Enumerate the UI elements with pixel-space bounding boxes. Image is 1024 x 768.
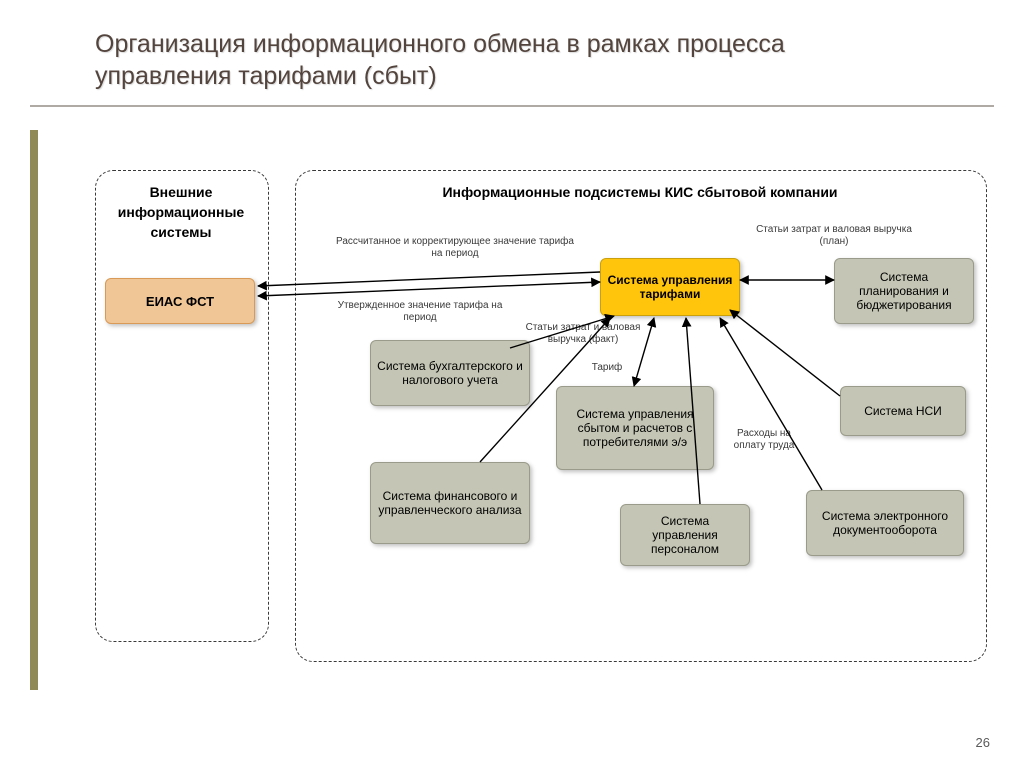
- node-tariff-management: Система управления тарифами: [600, 258, 740, 316]
- node-label: Система планирования и бюджетирования: [841, 270, 967, 312]
- node-financial-analysis: Система финансового и управленческого ан…: [370, 462, 530, 544]
- title-divider: [30, 105, 994, 107]
- node-label: ЕИАС ФСТ: [146, 294, 214, 309]
- edge-label-fact-costs: Статьи затрат и валовая выручка (факт): [508, 322, 658, 346]
- edge-label-tariff: Тариф: [582, 362, 632, 374]
- edge-label-plan-costs: Статьи затрат и валовая выручка (план): [754, 224, 914, 248]
- node-personnel: Система управления персоналом: [620, 504, 750, 566]
- node-sales-management: Система управления сбытом и расчетов с п…: [556, 386, 714, 470]
- node-eias-fst: ЕИАС ФСТ: [105, 278, 255, 324]
- node-accounting: Система бухгалтерского и налогового учет…: [370, 340, 530, 406]
- edge-label-labor-costs: Расходы на оплату труда: [724, 428, 804, 452]
- node-nsi: Система НСИ: [840, 386, 966, 436]
- page-number: 26: [976, 735, 990, 750]
- external-systems-title: Внешние информационные системы: [103, 182, 259, 242]
- node-label: Система электронного документооборота: [813, 509, 957, 537]
- node-planning-budgeting: Система планирования и бюджетирования: [834, 258, 974, 324]
- node-edoc: Система электронного документооборота: [806, 490, 964, 556]
- node-label: Система управления тарифами: [607, 273, 733, 301]
- node-label: Система финансового и управленческого ан…: [377, 489, 523, 517]
- side-accent-bar: [30, 130, 38, 690]
- slide-title: Организация информационного обмена в рам…: [95, 28, 925, 92]
- node-label: Система бухгалтерского и налогового учет…: [377, 359, 523, 387]
- internal-subsystems-title: Информационные подсистемы КИС сбытовой к…: [335, 184, 945, 200]
- node-label: Система НСИ: [864, 404, 942, 418]
- edge-label-approved: Утвержденное значение тарифа на период: [330, 300, 510, 324]
- node-label: Система управления сбытом и расчетов с п…: [563, 407, 707, 449]
- edge-label-calculated: Рассчитанное и корректирующее значение т…: [330, 236, 580, 260]
- node-label: Система управления персоналом: [627, 514, 743, 556]
